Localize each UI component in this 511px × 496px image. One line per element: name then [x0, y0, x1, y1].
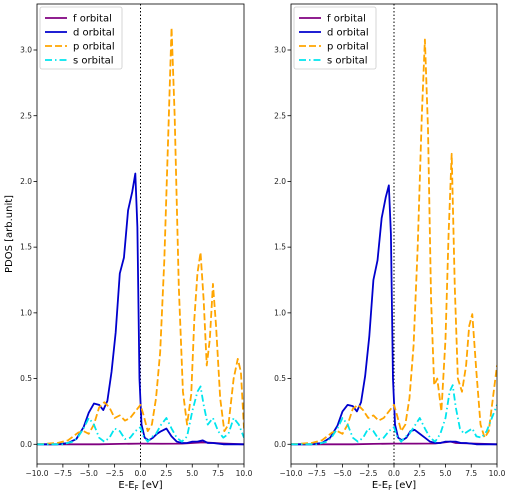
x-tick-label: 0.0: [135, 469, 147, 478]
y-tick-label: 1.5: [274, 243, 286, 252]
x-tick-label: −7.5: [308, 469, 326, 478]
legend-box: [293, 6, 377, 70]
y-tick-label: 2.5: [274, 111, 286, 120]
y-tick-label: 2.0: [274, 177, 286, 186]
x-axis-label-main: E-E: [118, 480, 134, 491]
y-tick-label: 3.0: [20, 46, 32, 55]
series-line-p-orbital: [37, 26, 244, 446]
x-tick-label: −10.0: [26, 469, 49, 478]
x-tick-label: −10.0: [280, 469, 303, 478]
y-tick-label: 2.0: [20, 177, 32, 186]
y-tick-label: 0.5: [274, 374, 286, 383]
x-axis-label-subscript: F: [388, 484, 392, 492]
y-tick-label: 1.5: [20, 243, 32, 252]
series-line-d-orbital: [37, 172, 244, 446]
legend-box: [39, 6, 123, 70]
legend-entry-p-orbital: p orbital: [73, 42, 115, 53]
x-tick-label: 2.5: [160, 469, 172, 478]
y-tick-label: 3.0: [274, 46, 286, 55]
x-tick-label: 0.0: [388, 469, 400, 478]
x-axis-label-rest: [eV]: [392, 480, 416, 491]
legend: f orbital d orbital p orbital s orbital: [293, 6, 377, 70]
y-axis-label: PDOS [arb.unit]: [4, 195, 15, 273]
legend-entry-s-orbital: s orbital: [73, 56, 114, 67]
x-tick-label: −2.5: [106, 469, 124, 478]
y-tick-label: 2.5: [20, 111, 32, 120]
y-tick-label: 1.0: [20, 308, 32, 317]
series-line-s-orbital: [37, 385, 244, 446]
legend-entry-s-orbital: s orbital: [327, 56, 368, 67]
series-line-d-orbital: [291, 184, 497, 446]
x-tick-label: −5.0: [333, 469, 351, 478]
y-tick-label: 1.0: [274, 308, 286, 317]
x-axis-label-rest: [eV]: [139, 480, 163, 491]
x-axis-label: E-EF [eV]: [372, 480, 416, 492]
x-tick-label: 5.0: [440, 469, 452, 478]
legend-entry-d-orbital: d orbital: [327, 28, 369, 39]
chart-panel-1: −10.0 −7.5 −5.0 −2.5 0.0 2.5 5.0 7.5 10.0 0.0 0.5 1…: [4, 3, 253, 492]
x-tick-label: −2.5: [359, 469, 377, 478]
x-axis-label: E-EF [eV]: [118, 480, 162, 492]
series-group: [37, 26, 244, 446]
x-tick-label: 2.5: [414, 469, 426, 478]
series-line-p-orbital: [291, 38, 497, 446]
series-group: [291, 38, 497, 446]
legend-entry-p-orbital: p orbital: [327, 42, 369, 53]
x-tick-label: 5.0: [186, 469, 198, 478]
x-tick-label: 7.5: [465, 469, 477, 478]
x-tick-label: 7.5: [212, 469, 224, 478]
chart-panel-2: −10.0 −7.5 −5.0 −2.5 0.0 2.5 5.0 7.5 10.0 0.0 0.5 1…: [274, 3, 506, 492]
x-tick-label: −5.0: [80, 469, 98, 478]
x-axis-label-main: E-E: [372, 480, 388, 491]
x-axis-label-subscript: F: [135, 484, 139, 492]
y-tick-label: 0.5: [20, 374, 32, 383]
legend-entry-f-orbital: f orbital: [327, 14, 366, 25]
legend-entry-d-orbital: d orbital: [73, 28, 115, 39]
y-tick-label: 0.0: [20, 440, 32, 449]
x-tick-label: 10.0: [489, 469, 506, 478]
x-tick-label: −7.5: [54, 469, 72, 478]
legend: f orbital d orbital p orbital s orbital: [39, 6, 123, 70]
legend-entry-f-orbital: f orbital: [73, 14, 112, 25]
x-tick-label: 10.0: [236, 469, 253, 478]
y-tick-label: 0.0: [274, 440, 286, 449]
series-line-s-orbital: [291, 384, 497, 446]
